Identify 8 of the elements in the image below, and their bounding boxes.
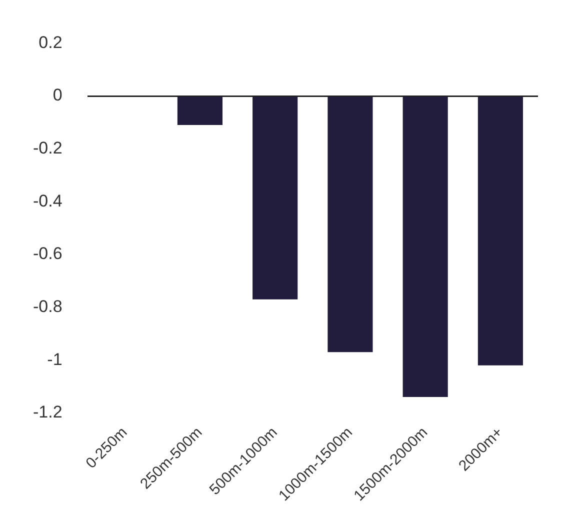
y-tick-label: -0.4 [32, 191, 62, 210]
y-tick-label: -0.2 [32, 138, 62, 158]
y-tick-label: -0.8 [32, 296, 62, 316]
y-tick-label: 0 [52, 86, 62, 105]
y-tick-label: -1.2 [32, 402, 62, 422]
y-tick-label: -1 [47, 350, 62, 369]
y-tick-label: 0.2 [38, 32, 62, 52]
y-tick-label: -0.6 [32, 244, 62, 264]
